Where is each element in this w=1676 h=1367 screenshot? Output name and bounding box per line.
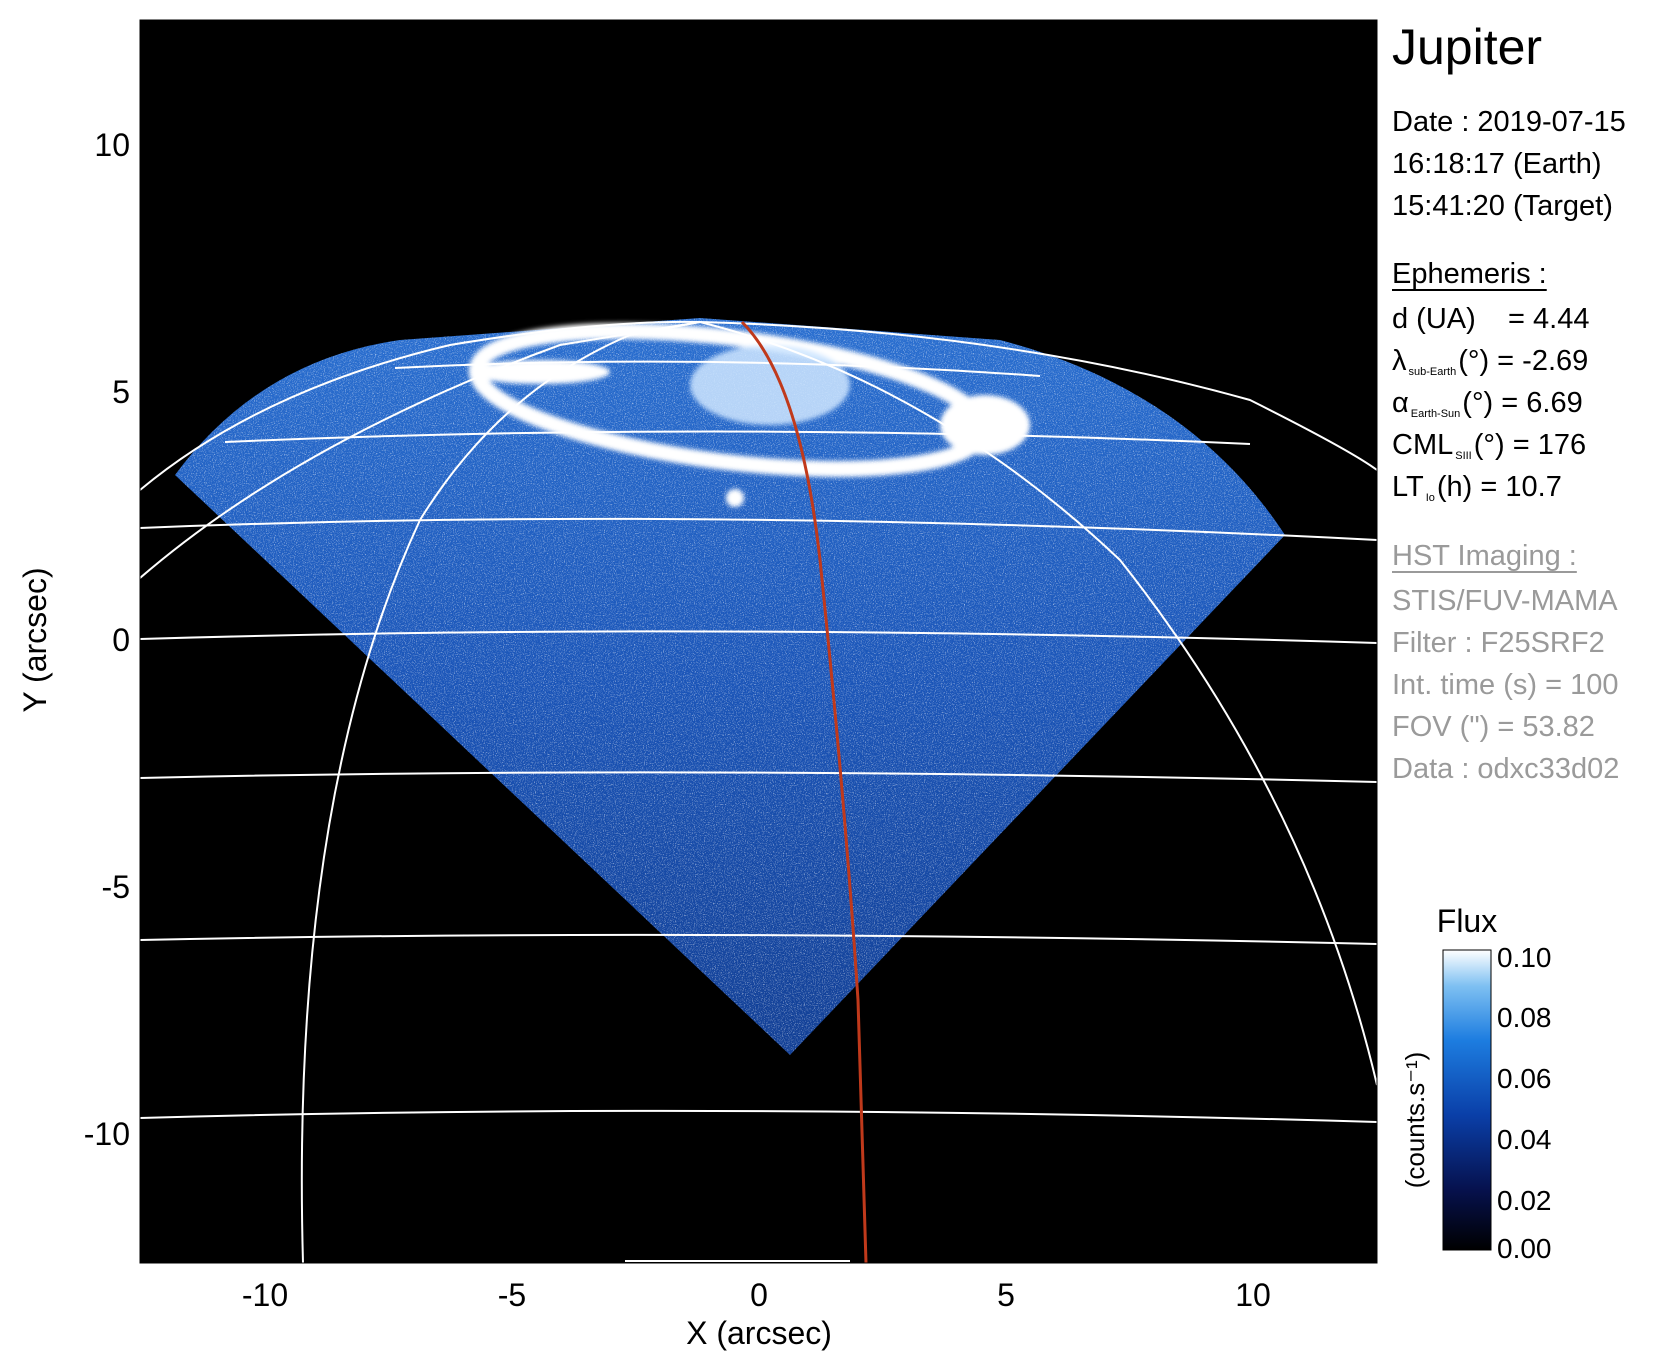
hst-int-time: Int. time (s) = 100 <box>1392 669 1619 701</box>
ephemeris-distance: d (UA) = 4.44 <box>1392 303 1590 335</box>
observation-date: Date : 2019-07-15 <box>1392 106 1626 138</box>
colorbar-label: (counts.s⁻¹) <box>1400 1052 1430 1189</box>
lt-sub: Io <box>1425 492 1435 504</box>
y-tick-label: 10 <box>94 127 130 163</box>
lat-symbol: λ <box>1392 345 1407 377</box>
x-tick-label: 5 <box>997 1277 1015 1313</box>
ephemeris-phase: α Earth-Sun(°) = 6.69 <box>1392 387 1583 420</box>
y-tick-label: 5 <box>112 374 130 410</box>
planet-title: Jupiter <box>1392 19 1543 75</box>
x-tick-label: -10 <box>242 1277 288 1313</box>
auroral-oval <box>468 323 1030 507</box>
colorbar-gradient <box>1442 949 1492 1251</box>
plot-frame <box>139 19 1378 1264</box>
hst-filter: Filter : F25SRF2 <box>1392 627 1605 659</box>
colorbar-tick: 0.10 <box>1497 942 1552 973</box>
cml-sub: SIII <box>1455 450 1472 462</box>
ephemeris-latitude: λ sub-Earth(°) = -2.69 <box>1392 345 1588 378</box>
ephemeris-lt: LT Io(h) = 10.7 <box>1392 471 1562 504</box>
y-tick-label: -5 <box>102 869 130 905</box>
wedge-speckle <box>175 318 1285 1055</box>
lt-value: (h) = 10.7 <box>1436 471 1562 503</box>
colorbar-tick: 0.04 <box>1497 1124 1552 1155</box>
ephemeris-header: Ephemeris : <box>1392 258 1547 290</box>
y-tick-label: -10 <box>84 1116 130 1152</box>
x-tick-label: 10 <box>1235 1277 1271 1313</box>
time-earth: 16:18:17 (Earth) <box>1392 148 1602 180</box>
meridian-grid <box>140 320 1377 1263</box>
cml-symbol: CML <box>1392 429 1454 461</box>
y-axis: 10 5 0 -5 -10 Y (arcsec) <box>17 127 130 1152</box>
hst-data: Data : odxc33d02 <box>1392 753 1620 785</box>
phase-value: (°) = 6.69 <box>1462 387 1583 419</box>
y-tick-label: 0 <box>112 622 130 658</box>
time-target: 15:41:20 (Target) <box>1392 190 1613 222</box>
hst-fov: FOV (") = 53.82 <box>1392 711 1595 743</box>
y-axis-label: Y (arcsec) <box>17 567 53 712</box>
latitude-grid <box>140 360 1377 1123</box>
ephemeris-cml: CML SIII(°) = 176 <box>1392 429 1586 462</box>
x-axis: -10 -5 0 5 10 X (arcsec) <box>242 1277 1271 1351</box>
colorbar-tick: 0.08 <box>1497 1002 1552 1033</box>
phase-sub: Earth-Sun <box>1410 408 1461 420</box>
hst-header: HST Imaging : <box>1392 540 1577 572</box>
phase-symbol: α <box>1392 387 1409 419</box>
x-tick-label: 0 <box>750 1277 768 1313</box>
colorbar-title: Flux <box>1437 903 1497 939</box>
hst-instrument: STIS/FUV-MAMA <box>1392 585 1618 617</box>
lat-value: (°) = -2.69 <box>1458 345 1589 377</box>
x-tick-label: -5 <box>498 1277 526 1313</box>
x-axis-label: X (arcsec) <box>686 1315 832 1351</box>
colorbar-tick: 0.06 <box>1497 1063 1552 1094</box>
central-meridian <box>740 320 868 1263</box>
cml-value: (°) = 176 <box>1473 429 1587 461</box>
colorbar-tick: 0.02 <box>1497 1185 1552 1216</box>
lt-symbol: LT <box>1392 471 1424 503</box>
colorbar: Flux 0.10 0.08 0.06 0.04 0.02 0.00 (coun… <box>1400 903 1552 1264</box>
colorbar-tick: 0.00 <box>1497 1233 1552 1264</box>
lat-sub: sub-Earth <box>1408 366 1457 378</box>
